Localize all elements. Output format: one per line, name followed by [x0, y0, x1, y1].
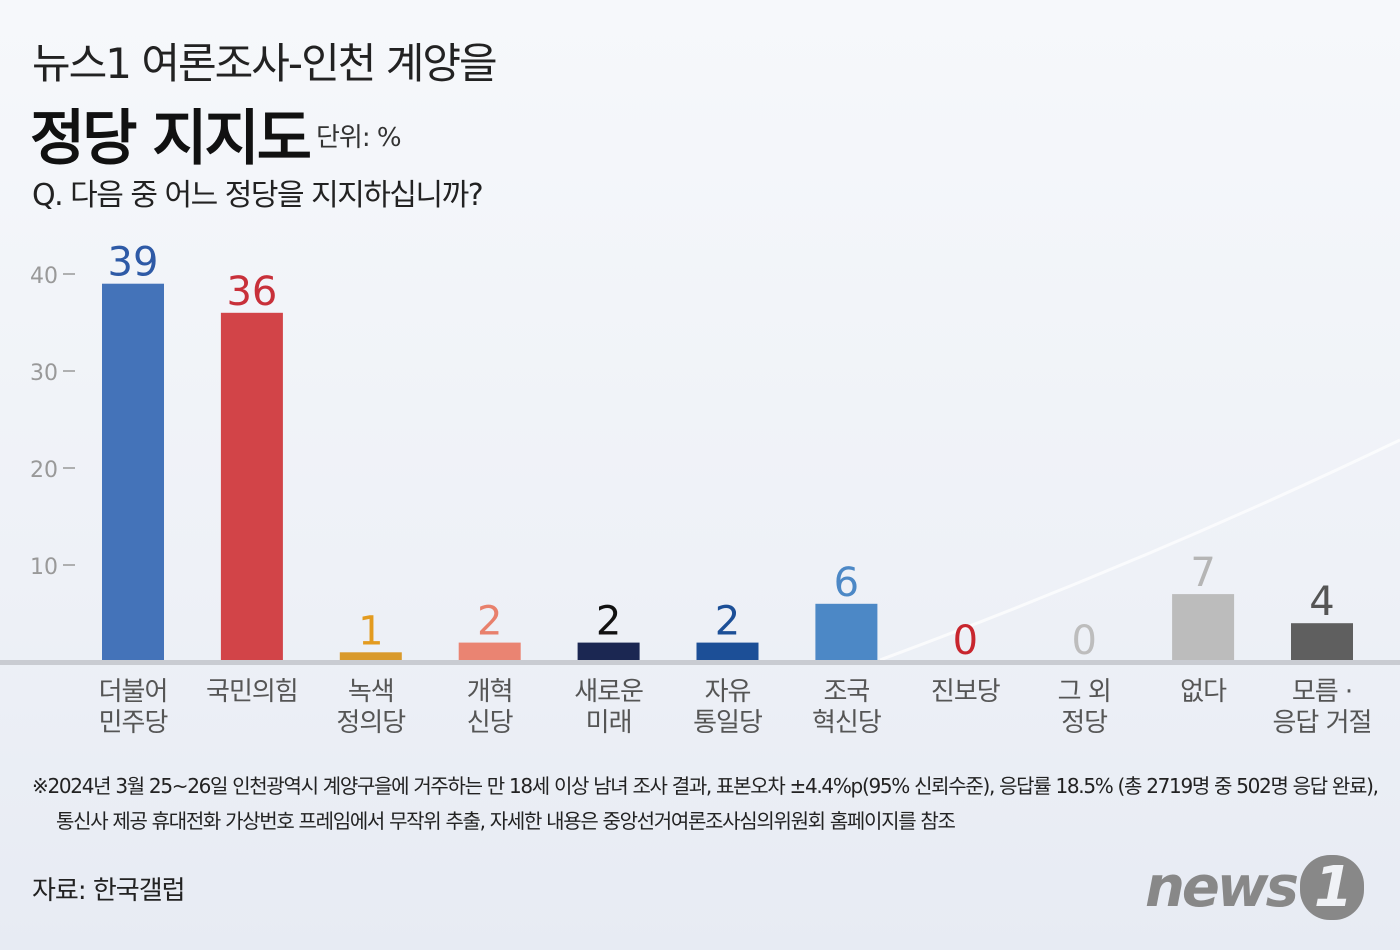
survey-question: Q. 다음 중 어느 정당을 지지하십니까? — [32, 178, 484, 213]
data-label: 2 — [596, 599, 621, 645]
category-label: 새로운 — [574, 677, 643, 707]
category-label: 응답 거절 — [1273, 708, 1372, 738]
category-label: 미래 — [586, 708, 632, 738]
data-label: 1 — [358, 608, 383, 654]
chart-title: 정당 지지도 — [30, 104, 312, 174]
data-label: 6 — [834, 560, 859, 606]
category-label: 녹색 — [348, 677, 394, 707]
unit-label: 단위: % — [316, 123, 402, 153]
category-label: 개혁 — [467, 677, 513, 707]
data-label: 2 — [715, 599, 740, 645]
category-label: 정당 — [1061, 708, 1107, 738]
y-tick-label: 10 — [30, 555, 58, 580]
data-label: 4 — [1309, 579, 1334, 625]
page-title: 뉴스1 여론조사-인천 계양을 — [32, 39, 498, 88]
bar — [577, 642, 640, 662]
bar — [458, 642, 521, 662]
baseline — [0, 660, 1400, 665]
category-label: 정의당 — [336, 708, 405, 738]
bar — [102, 283, 164, 662]
data-label: 0 — [953, 618, 978, 664]
footnote-line-1: ※2024년 3월 25~26일 인천광역시 계양구을에 거주하는 만 18세 … — [32, 774, 1379, 798]
category-label: 민주당 — [99, 708, 168, 738]
category-label: 진보당 — [931, 677, 1000, 707]
data-label: 39 — [108, 240, 159, 286]
logo-number: 1 — [1299, 855, 1364, 920]
category-label: 자유 — [705, 677, 751, 707]
bar — [1291, 623, 1353, 662]
data-label: 2 — [477, 599, 502, 645]
bar — [696, 642, 759, 662]
category-label: 그 외 — [1058, 677, 1111, 707]
data-label: 36 — [226, 269, 277, 315]
logo-text: news — [1145, 855, 1299, 920]
category-label: 혁신당 — [812, 708, 881, 738]
news1-logo: news 1 — [1145, 855, 1364, 920]
category-label: 없다 — [1180, 677, 1227, 707]
category-label: 국민의힘 — [206, 677, 298, 707]
data-label: 0 — [1071, 618, 1096, 664]
category-label: 신당 — [467, 708, 513, 738]
category-label: 통일당 — [693, 708, 762, 738]
y-tick-label: 40 — [30, 264, 58, 289]
bar — [220, 312, 283, 662]
footnote-line-2: 통신사 제공 휴대전화 가상번호 프레임에서 무작위 추출, 자세한 내용은 중… — [56, 809, 956, 833]
source-label: 자료: 한국갤럽 — [32, 876, 186, 906]
bar — [815, 603, 878, 662]
y-tick-label: 30 — [30, 361, 58, 386]
bar — [339, 652, 402, 662]
bar — [1172, 594, 1235, 662]
data-label: 7 — [1190, 550, 1215, 596]
category-label: 더불어 — [99, 677, 168, 707]
decorative-curve — [879, 438, 1400, 662]
category-label: 조국 — [823, 677, 869, 707]
y-tick-label: 20 — [30, 458, 58, 483]
category-label: 모름 · — [1292, 677, 1352, 707]
